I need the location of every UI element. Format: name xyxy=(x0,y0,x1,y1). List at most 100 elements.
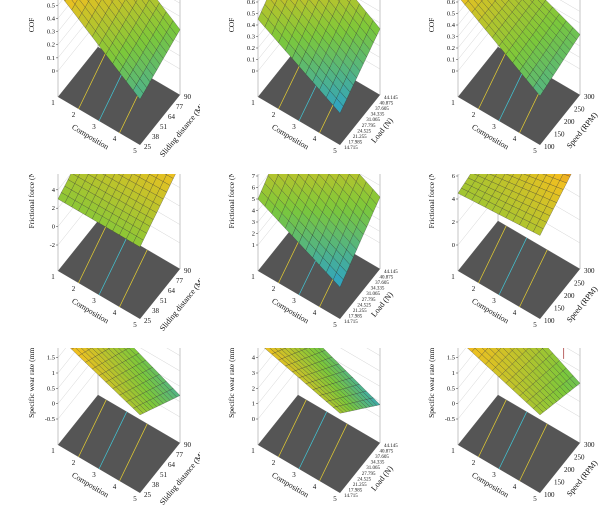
y-tick-label: 51 xyxy=(160,297,168,305)
x-tick-label: 5 xyxy=(533,147,537,155)
z-axis-label: COF xyxy=(27,18,36,33)
x-axis-label: Composition xyxy=(470,470,510,499)
floor-contour xyxy=(119,249,148,308)
z-axis-label: COF xyxy=(227,18,236,33)
x-tick-label: 1 xyxy=(51,447,55,455)
z-tick-label: -0.5 xyxy=(445,416,455,423)
y-tick-label: 24.525 xyxy=(357,477,371,482)
y-tick-label: 17.985 xyxy=(348,488,362,493)
y-tick-label: 250 xyxy=(574,280,585,288)
floor-contour xyxy=(98,411,128,470)
y-tick-label: 25 xyxy=(144,143,152,151)
z-tick-label: 6 xyxy=(252,185,256,192)
floor-contour xyxy=(498,411,528,470)
x-axis-label: Composition xyxy=(70,122,110,151)
surface-cell xyxy=(467,0,470,1)
y-tick-label: 300 xyxy=(584,93,595,101)
surface-cell xyxy=(133,0,138,3)
z-tick-label: 0.2 xyxy=(247,45,255,52)
y-tick-label: 24.525 xyxy=(357,303,371,308)
surface-cell xyxy=(63,0,66,2)
y-tick-label: 200 xyxy=(564,292,575,300)
floor-contour xyxy=(98,237,128,296)
y-tick-label: 90 xyxy=(184,93,192,101)
y-tick-label: 300 xyxy=(584,267,595,275)
y-tick-label: 27.795 xyxy=(362,124,376,129)
x-tick-label: 5 xyxy=(133,147,137,155)
floor-contour xyxy=(78,225,107,284)
y-tick-label: 150 xyxy=(554,479,565,487)
chart-svg: 00.10.20.30.40.50.60.7COF12345Compositio… xyxy=(27,0,200,159)
surface-cell xyxy=(86,348,92,351)
y-tick-label: 77 xyxy=(176,277,184,285)
z-tick-label: 0 xyxy=(52,401,55,408)
surface-mesh xyxy=(264,348,381,414)
x-tick-label: 4 xyxy=(513,135,517,143)
z-tick-label: 0.1 xyxy=(447,57,455,64)
floor-plane xyxy=(58,395,180,493)
y-tick-label: 38 xyxy=(152,133,160,141)
z-tick-label: 0.5 xyxy=(247,11,255,18)
surface-mesh xyxy=(70,348,181,416)
z-tick-label: 2 xyxy=(252,385,255,392)
y-tick-label: 37.605 xyxy=(375,455,389,460)
z-tick-label: 0.5 xyxy=(47,2,55,9)
y-tick-label: 40.875 xyxy=(380,276,394,281)
surface-cell xyxy=(332,406,344,414)
surface-cell xyxy=(333,272,344,288)
surface-cell xyxy=(337,0,341,2)
z-tick-label: 0.6 xyxy=(247,0,256,6)
z-axis-label: Frictional force (N) xyxy=(27,174,36,228)
z-tick-label: 0.3 xyxy=(247,34,255,41)
surface-cell xyxy=(87,0,90,2)
z-axis-label: COF xyxy=(427,18,436,33)
z-tick-label: 0.6 xyxy=(447,0,456,6)
z-tick-label: 6 xyxy=(52,174,56,175)
surface-cell xyxy=(533,405,544,416)
surface-mesh xyxy=(460,0,581,97)
z-tick-label: 1.5 xyxy=(447,355,455,362)
floor-contour xyxy=(478,225,507,284)
y-tick-label: 14.715 xyxy=(344,494,358,499)
z-tick-label: 0.1 xyxy=(47,55,55,62)
z-tick-label: 0 xyxy=(452,401,455,408)
x-tick-label: 1 xyxy=(451,273,455,281)
x-tick-label: 3 xyxy=(492,471,496,479)
surface-cell xyxy=(70,348,75,350)
y-axis-label: Speed (RPM) xyxy=(565,284,600,324)
x-tick-label: 2 xyxy=(272,459,276,467)
x-tick-label: 3 xyxy=(92,123,96,131)
z-tick-label: 0.4 xyxy=(47,15,56,22)
x-axis-label: Composition xyxy=(270,122,310,151)
z-tick-label: 0 xyxy=(52,224,55,231)
z-axis-label: Specific wear rate (mm3/Nm) xyxy=(27,348,36,418)
z-tick-label: 0.3 xyxy=(47,29,55,36)
surface-chart-5: 123456789Frictional force (N)12345Compos… xyxy=(200,174,400,348)
x-tick-label: 3 xyxy=(292,297,296,305)
floor-plane xyxy=(258,221,380,319)
y-tick-label: 38 xyxy=(152,307,160,315)
y-tick-label: 25 xyxy=(144,491,152,499)
surface-mesh xyxy=(257,0,381,114)
floor-plane xyxy=(258,395,380,493)
chart-svg: 00.10.20.30.40.50.60.70.8COF12345Composi… xyxy=(227,0,398,155)
z-axis-label: Specific wear rate (mm3/Nm) xyxy=(227,348,236,418)
y-tick-label: 100 xyxy=(544,491,555,499)
y-tick-label: 24.525 xyxy=(357,129,371,134)
y-tick-label: 200 xyxy=(564,118,575,126)
floor-contour xyxy=(119,423,148,482)
surface-mesh xyxy=(467,348,581,416)
floor-contour xyxy=(519,423,548,482)
y-tick-label: 100 xyxy=(544,317,555,325)
z-axis-label: Frictional force (N) xyxy=(427,174,436,228)
x-tick-label: 2 xyxy=(472,459,476,467)
y-tick-label: 40.875 xyxy=(380,450,394,455)
surface-cell xyxy=(533,225,544,236)
y-tick-label: 38 xyxy=(152,481,160,489)
surface-cell xyxy=(494,0,497,2)
surface-chart-2: 00.10.20.30.40.50.60.70.8COF12345Composi… xyxy=(200,0,400,174)
surface-cell xyxy=(533,82,544,97)
